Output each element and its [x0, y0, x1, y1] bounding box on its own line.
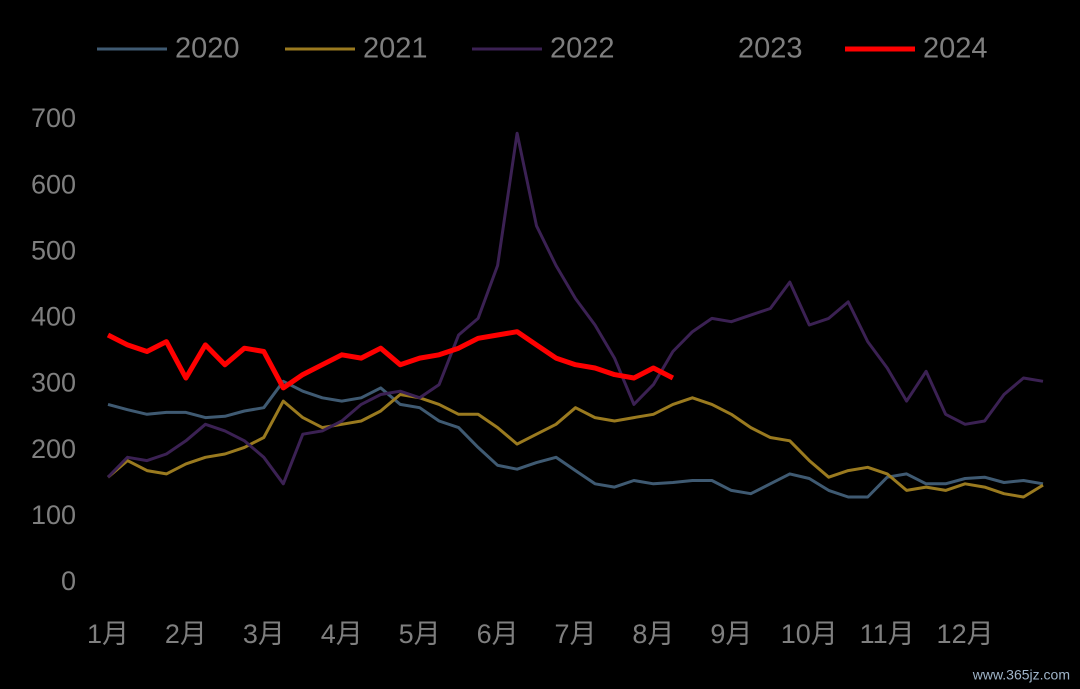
x-tick-label: 10月 — [781, 619, 838, 649]
x-tick-label: 9月 — [710, 619, 752, 649]
legend-label: 2023 — [738, 33, 803, 65]
x-tick-label: 4月 — [321, 619, 363, 649]
x-tick-label: 7月 — [554, 619, 596, 649]
legend-label: 2021 — [363, 33, 428, 65]
y-tick-label: 600 — [31, 169, 76, 199]
series-line — [107, 379, 1044, 499]
y-tick-label: 100 — [31, 500, 76, 530]
legend-label: 2024 — [923, 33, 988, 65]
y-tick-label: 500 — [31, 235, 76, 265]
series-line — [107, 393, 1044, 499]
x-tick-label: 5月 — [399, 619, 441, 649]
x-tick-label: 12月 — [937, 619, 994, 649]
y-tick-label: 700 — [31, 103, 76, 133]
watermark: www.365jz.com — [972, 667, 1070, 683]
y-tick-label: 0 — [61, 566, 76, 596]
x-tick-label: 6月 — [477, 619, 519, 649]
series-line — [106, 131, 1044, 486]
y-tick-label: 300 — [31, 368, 76, 398]
series-line — [106, 329, 675, 391]
y-tick-label: 200 — [31, 434, 76, 464]
x-tick-label: 3月 — [243, 619, 285, 649]
x-tick-label: 11月 — [860, 619, 915, 649]
y-tick-label: 400 — [31, 302, 76, 332]
x-tick-label: 8月 — [632, 619, 674, 649]
x-tick-label: 1月 — [87, 619, 129, 649]
legend-label: 2022 — [550, 33, 615, 65]
legend-label: 2020 — [175, 33, 240, 65]
x-tick-label: 2月 — [165, 619, 207, 649]
